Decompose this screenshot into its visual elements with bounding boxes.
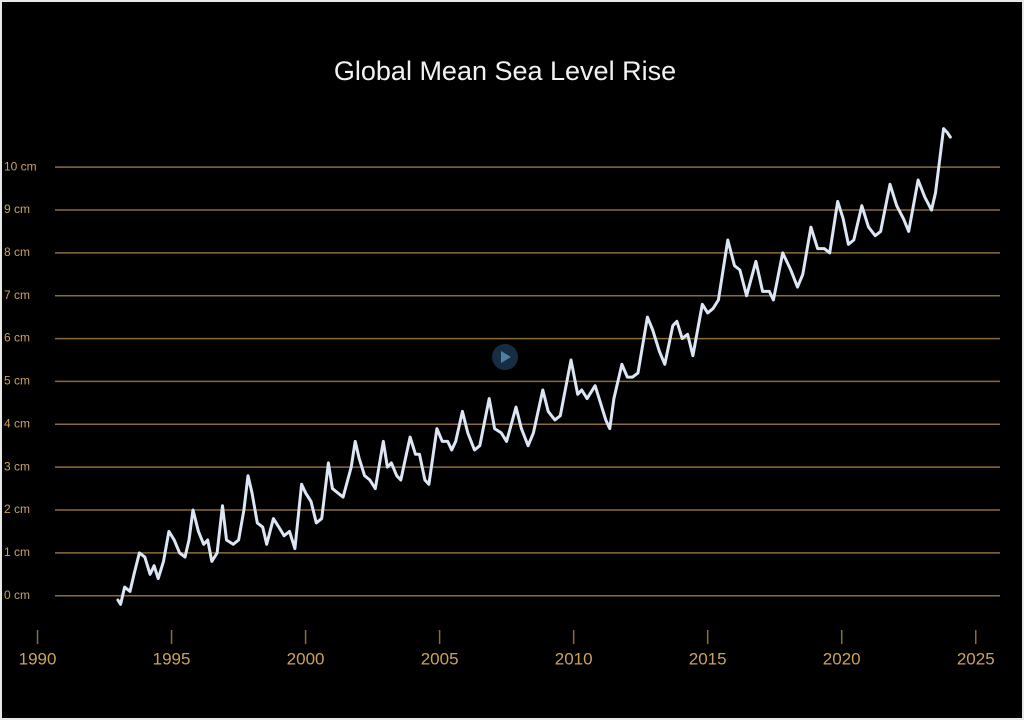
y-tick-label: 4 cm (4, 416, 30, 430)
chart-title: Global Mean Sea Level Rise (334, 56, 676, 86)
y-tick-label: 7 cm (4, 288, 30, 302)
x-tick-label: 2005 (421, 649, 459, 668)
y-tick-label: 0 cm (4, 588, 30, 602)
x-tick-label: 2020 (823, 649, 861, 668)
y-tick-label: 1 cm (4, 545, 30, 559)
x-tick-label: 2015 (689, 649, 727, 668)
x-tick-label: 2010 (555, 649, 593, 668)
x-tick-label: 1995 (153, 649, 191, 668)
y-tick-label: 8 cm (4, 245, 30, 259)
sea-level-line (116, 127, 952, 606)
y-tick-label: 5 cm (4, 374, 30, 388)
y-tick-label: 10 cm (4, 159, 37, 173)
y-tick-label: 6 cm (4, 331, 30, 345)
x-tick-label: 2025 (957, 649, 995, 668)
y-tick-label: 9 cm (4, 202, 30, 216)
x-tick-label: 1990 (19, 649, 57, 668)
play-icon (501, 351, 511, 363)
y-tick-label: 3 cm (4, 459, 30, 473)
x-tick-label: 2000 (287, 649, 325, 668)
y-tick-label: 2 cm (4, 502, 30, 516)
